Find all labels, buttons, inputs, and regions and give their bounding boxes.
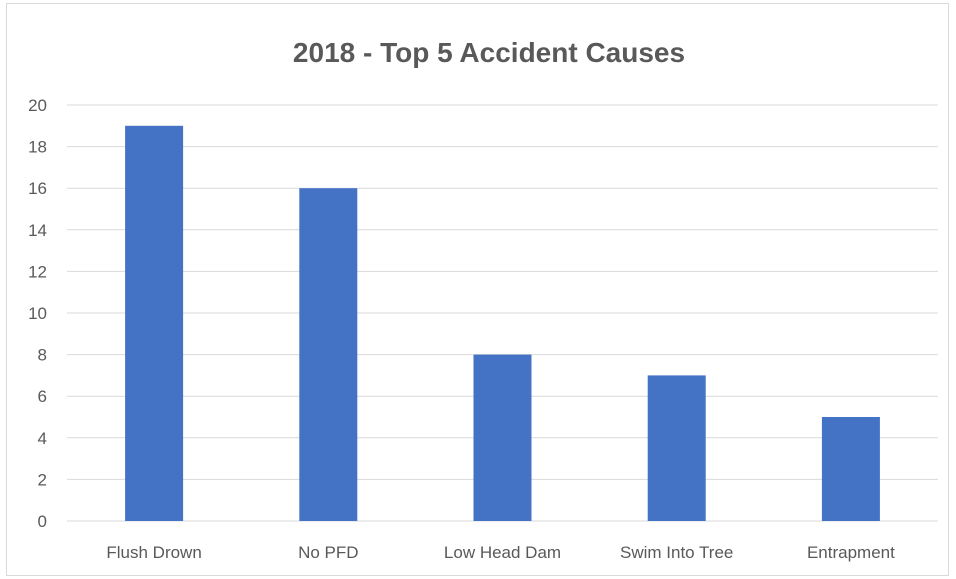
y-tick-label: 12	[28, 262, 47, 281]
bar-flush-drown	[125, 125, 184, 522]
y-axis-tick-labels: 0 2 4 6 8 10 12 14 16 18 20	[28, 96, 47, 531]
y-tick-label: 6	[38, 387, 47, 406]
bar-no-pfd	[299, 188, 358, 521]
x-tick-label: Entrapment	[807, 543, 895, 562]
gridlines	[67, 104, 938, 522]
bar-swim-into-tree	[647, 375, 706, 521]
bar-low-head-dam	[473, 354, 532, 521]
y-tick-label: 8	[38, 346, 47, 365]
bar-entrapment	[821, 417, 880, 521]
y-tick-label: 20	[28, 96, 47, 115]
bars	[125, 125, 880, 522]
x-tick-label: Swim Into Tree	[620, 543, 733, 562]
x-tick-label: No PFD	[298, 543, 358, 562]
y-tick-label: 14	[28, 221, 47, 240]
y-tick-label: 2	[38, 470, 47, 489]
x-tick-label: Low Head Dam	[444, 543, 561, 562]
x-tick-label: Flush Drown	[106, 543, 201, 562]
y-tick-label: 0	[38, 512, 47, 531]
x-axis-tick-labels: Flush Drown No PFD Low Head Dam Swim Into T…	[106, 543, 895, 562]
y-tick-label: 10	[28, 304, 47, 323]
y-tick-label: 16	[28, 179, 47, 198]
y-tick-label: 18	[28, 138, 47, 157]
chart-title: 2018 - Top 5 Accident Causes	[293, 37, 685, 68]
y-tick-label: 4	[38, 429, 47, 448]
